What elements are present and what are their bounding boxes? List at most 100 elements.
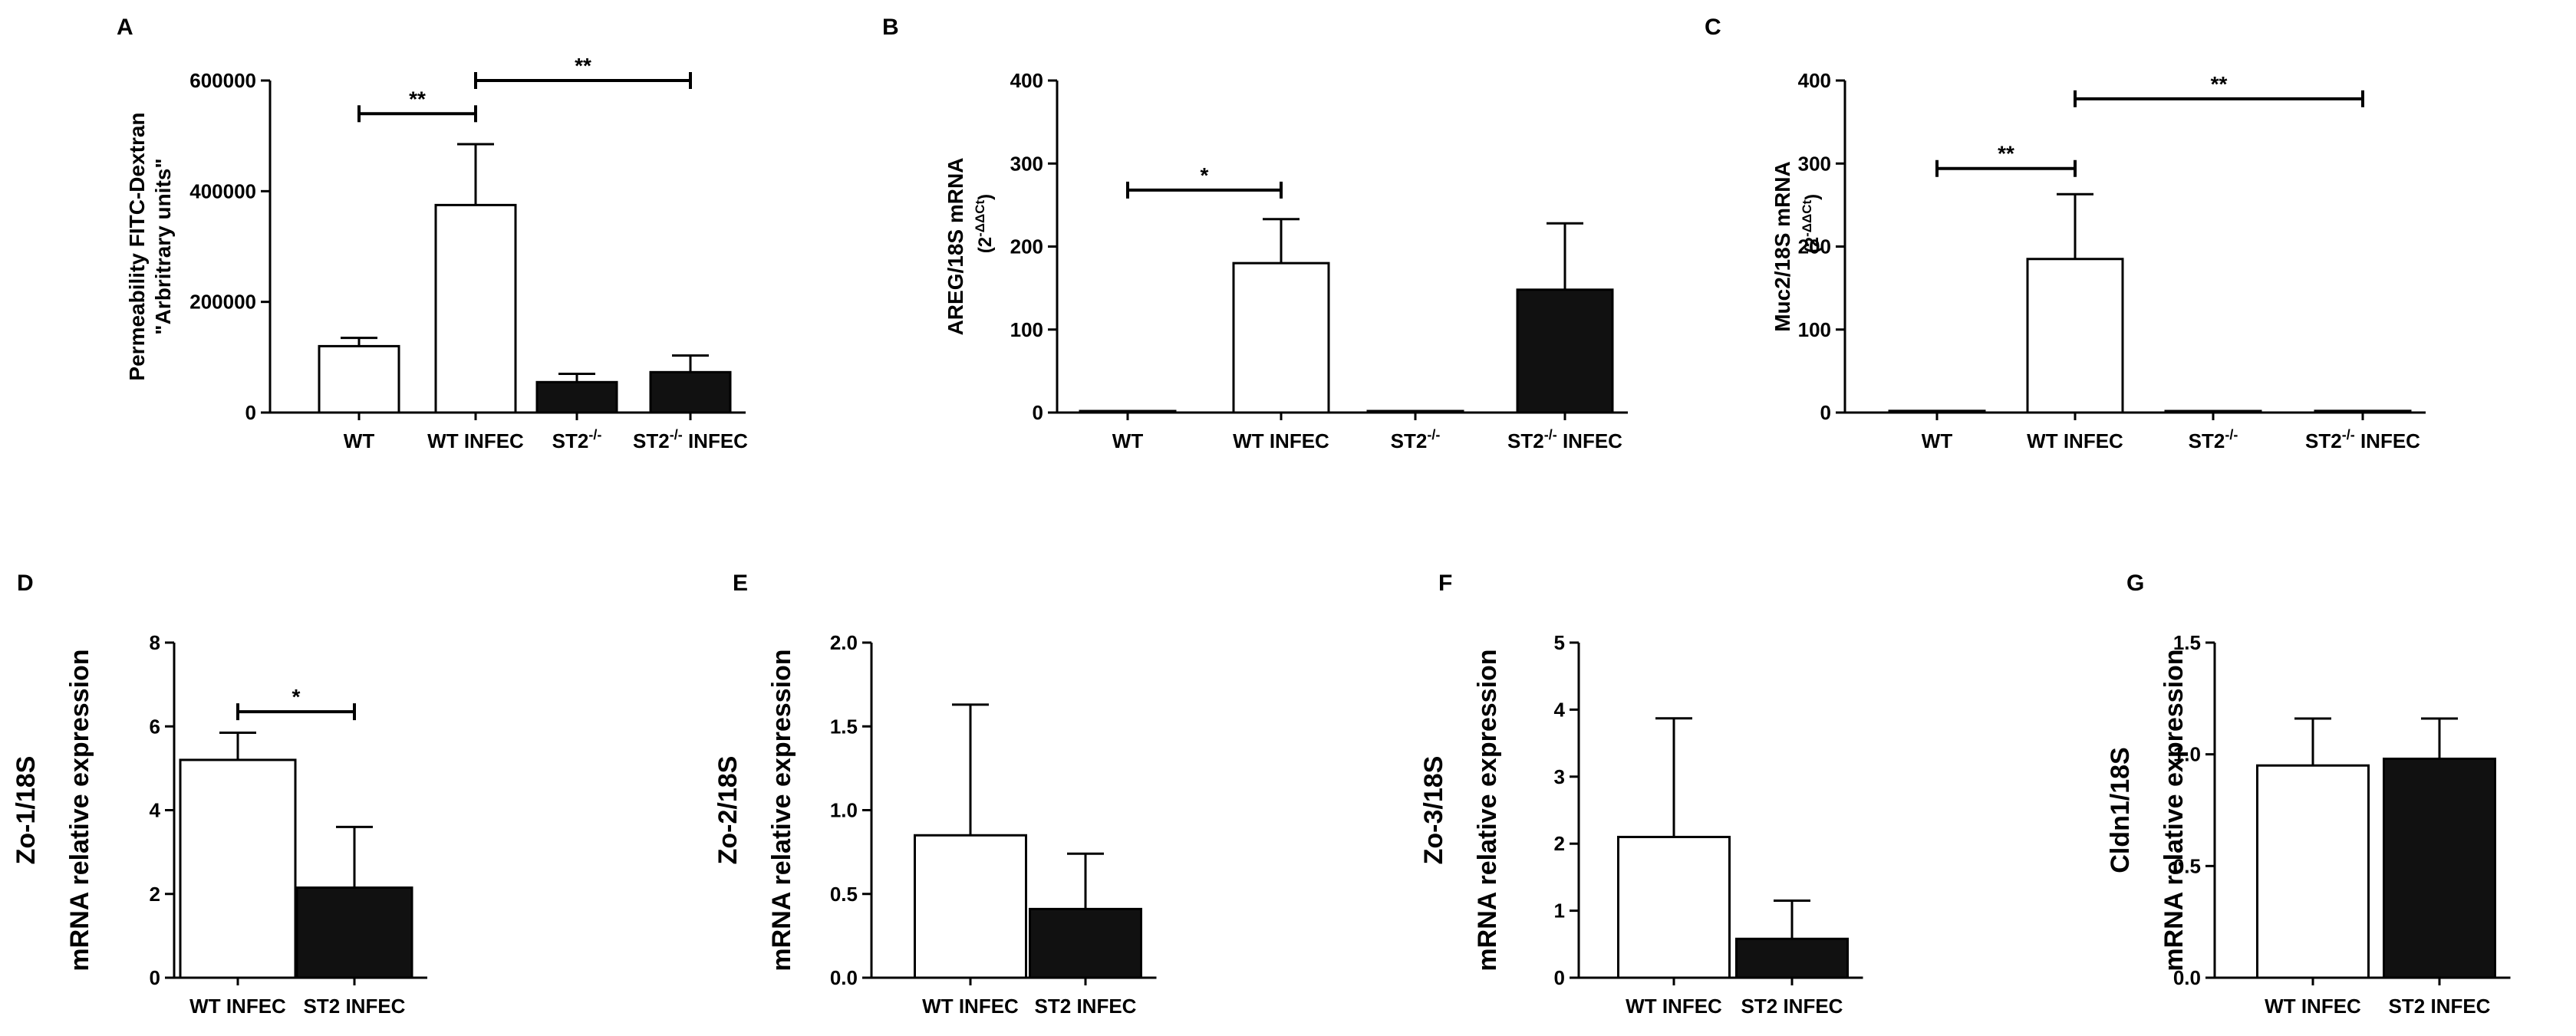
x-tick-label: WT — [344, 429, 375, 452]
y-axis-label: mRNA relative expression — [1473, 649, 1502, 971]
x-tick-label: ST2 INFEC — [2389, 995, 2491, 1018]
panel-label-E: E — [733, 571, 748, 596]
y-axis-label: Cldn1/18S — [2106, 747, 2135, 873]
y-tick-label: 4 — [1554, 698, 1566, 721]
bar — [179, 758, 297, 979]
x-tick-label: ST2-/- INFEC — [1507, 427, 1622, 452]
y-tick-label: 200 — [1798, 235, 1831, 258]
y-axis-label: mRNA relative expression — [767, 649, 796, 971]
y-axis-label: "Arbritrary units" — [151, 158, 175, 334]
x-tick-label: WT — [1112, 429, 1144, 452]
y-tick-label: 0 — [1820, 401, 1831, 424]
y-tick-label: 100 — [1010, 318, 1043, 341]
x-tick-label: WT INFEC — [1626, 995, 1722, 1018]
y-tick-label: 0 — [1554, 966, 1565, 989]
chart-C: 0 100 200 300 400 Muc2/18S mRNA (2-ΔΔCt) WT WT I… — [1771, 69, 2426, 452]
y-axis-label: AREG/18S mRNA — [944, 158, 967, 336]
chart-A: 0 200000 400000 600000 Permeability FITC-Dex… — [125, 54, 748, 452]
y-tick-label: 4 — [150, 799, 161, 822]
bar — [318, 344, 400, 414]
chart-B: 0 100 200 300 400 AREG/18S mRNA (2-ΔΔCt) WT WT I… — [944, 69, 1628, 452]
y-tick-label: 1.5 — [2173, 631, 2201, 654]
bar — [1366, 409, 1464, 414]
x-tick-label: WT — [1922, 429, 1953, 452]
bar — [914, 834, 1027, 979]
y-axis-sublabel: (2-ΔΔCt) — [973, 194, 996, 253]
x-tick-label: WT INFEC — [189, 995, 286, 1018]
y-axis-label: Muc2/18S mRNA — [1771, 161, 1794, 332]
y-axis-label: Zo-2/18S — [713, 756, 743, 865]
y-tick-label: 0 — [150, 966, 160, 989]
bar — [1079, 409, 1177, 414]
y-tick-label: 300 — [1010, 152, 1043, 175]
significance-label: ** — [2211, 72, 2228, 96]
x-tick-label: ST2-/- INFEC — [633, 427, 748, 452]
y-tick-label: 1.5 — [830, 715, 858, 738]
y-tick-label: 300 — [1798, 152, 1831, 175]
y-axis-label: Zo-1/18S — [12, 756, 41, 865]
x-tick-label: ST2-/- INFEC — [2305, 427, 2420, 452]
y-tick-label: 0.5 — [830, 883, 858, 906]
y-axis-label: Permeability FITC-Dextran — [125, 112, 149, 380]
x-tick-label: WT INFEC — [2027, 429, 2123, 452]
y-tick-label: 2 — [150, 883, 160, 906]
bar — [295, 886, 413, 979]
panel-label-D: D — [17, 571, 34, 596]
y-tick-label: 1.0 — [2173, 743, 2201, 766]
y-tick-label: 400000 — [189, 179, 256, 202]
x-tick-label: WT INFEC — [1233, 429, 1329, 452]
y-tick-label: 200000 — [189, 291, 256, 314]
x-tick-label: ST2 INFEC — [1741, 995, 1843, 1018]
chart-D: 0 2 4 6 8 Zo-1/18S mRNA relative expression WT … — [12, 631, 427, 1018]
y-tick-label: 1 — [1554, 900, 1565, 923]
y-tick-label: 600000 — [189, 69, 256, 92]
significance-label: ** — [1998, 142, 2014, 166]
panel-label-C: C — [1705, 15, 1721, 40]
bar — [2383, 757, 2496, 979]
panel-label-F: F — [1438, 571, 1452, 596]
y-tick-label: 0.0 — [830, 966, 858, 989]
significance-label: ** — [409, 87, 426, 110]
y-tick-label: 0 — [1033, 401, 1043, 424]
x-tick-label: ST2 INFEC — [1035, 995, 1137, 1018]
chart-E: 0.0 0.5 1.0 1.5 2.0 Zo-2/18S mRNA relative exp… — [713, 631, 1157, 1018]
y-tick-label: 2.0 — [830, 631, 858, 654]
x-tick-label: WT INFEC — [427, 429, 524, 452]
x-tick-label: WT INFEC — [922, 995, 1019, 1018]
bar — [1888, 409, 1986, 414]
x-tick-label: ST2-/- — [1391, 427, 1441, 452]
x-tick-label: WT INFEC — [2265, 995, 2361, 1018]
y-tick-label: 2 — [1554, 832, 1565, 855]
significance-label: * — [1201, 163, 1209, 187]
significance-label: ** — [575, 54, 591, 77]
x-tick-label: ST2-/- — [2189, 427, 2238, 452]
chart-G: 0.0 0.5 1.0 1.5 Cldn1/18S mRNA relative expre… — [2106, 631, 2511, 1018]
y-tick-label: 5 — [1554, 631, 1565, 654]
y-tick-label: 3 — [1554, 765, 1565, 788]
y-tick-label: 0.5 — [2173, 854, 2201, 877]
y-axis-sublabel: (2-ΔΔCt) — [1800, 194, 1823, 253]
bar — [434, 203, 517, 414]
y-axis-label: mRNA relative expression — [65, 649, 94, 971]
y-tick-label: 6 — [150, 715, 160, 738]
y-axis-label: Zo-3/18S — [1419, 756, 1448, 865]
bar — [535, 380, 618, 414]
y-tick-label: 0 — [245, 401, 256, 424]
bar — [2164, 409, 2262, 414]
y-tick-label: 200 — [1010, 235, 1043, 258]
y-axis-label: mRNA relative expression — [2159, 649, 2189, 971]
bar — [649, 370, 732, 414]
bar — [1617, 835, 1731, 979]
x-tick-label: ST2-/- — [552, 427, 602, 452]
bar — [2026, 258, 2124, 414]
y-tick-label: 0.0 — [2173, 966, 2201, 989]
panel-label-G: G — [2126, 571, 2144, 596]
y-tick-label: 8 — [150, 631, 160, 654]
bar — [1516, 288, 1614, 414]
chart-F: 0 1 2 3 4 5 Zo-3/18S mRNA relative expression WT… — [1419, 631, 1863, 1018]
y-tick-label: 400 — [1798, 69, 1831, 92]
bar — [2314, 409, 2412, 414]
significance-label: * — [292, 685, 301, 709]
